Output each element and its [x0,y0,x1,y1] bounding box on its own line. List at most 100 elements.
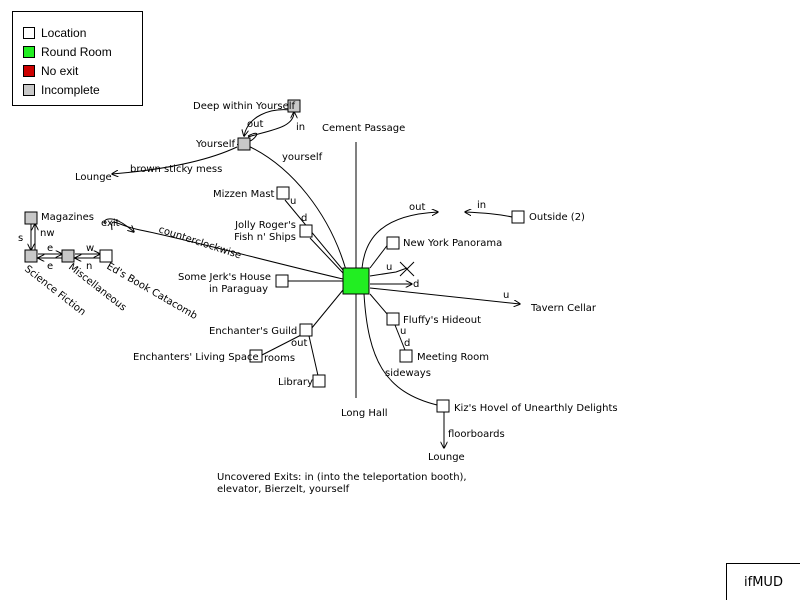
exit-label-u-x: u [386,262,392,273]
yourself-box[interactable] [237,137,251,151]
label-deep-within: Deep within Yourself [193,101,296,112]
label-new-york: New York Panorama [403,238,502,249]
label-lounge-top: Lounge [75,172,112,183]
legend-label: Location [41,26,87,40]
fluffys-box[interactable] [386,312,400,326]
jolly-rogers-box[interactable] [299,224,313,238]
line-deep-in [247,112,294,138]
exit-label-nw: nw [40,228,55,239]
exit-lines [31,109,520,448]
legend-swatch [23,27,35,39]
exit-label-floorboards: floorboards [448,429,505,440]
line-outside-out [361,212,438,269]
exit-label-e2: e [47,261,53,272]
line-guild [310,289,344,330]
label-meeting-room: Meeting Room [417,352,489,363]
label-magazines: Magazines [41,212,94,223]
loop-yourself [247,132,258,142]
x-mark-b [399,261,415,277]
line-lounge-top [112,146,238,174]
exit-label-u-fluffy: u [400,326,406,337]
exit-label-out-guild: out [291,338,307,349]
line-guild-library [308,335,320,381]
some-jerk-box[interactable] [275,274,289,288]
uncovered-exits-note: Uncovered Exits: in (into the teleportat… [217,472,467,495]
enchanters-living-box[interactable] [249,349,263,363]
label-some-jerk-2: in Paraguay [209,284,268,295]
label-kizs-hovel: Kiz's Hovel of Unearthly Delights [454,403,618,414]
legend-label: Incomplete [41,83,100,97]
room-boxes [24,99,525,413]
line-counterclockwise [111,221,344,280]
label-yourself: Yourself [195,139,235,150]
exit-label-w: w [86,243,94,254]
magazines-box[interactable] [24,211,38,225]
line-new-york [369,242,390,269]
legend-label: No exit [41,64,79,78]
outside-box[interactable] [511,210,525,224]
label-eds-book: Ed's Book Catacomb [105,261,199,322]
label-enchanters-living: Enchanters' Living Space [133,352,259,363]
round-room-box[interactable] [342,267,370,295]
legend-item-round-room: Round Room [23,44,112,60]
line-fluffy [369,293,389,316]
line-u-x [369,267,408,277]
enchanters-guild-box[interactable] [299,323,313,337]
label-mizzen-mast: Mizzen Mast [213,189,275,200]
exit-label-yourself: yourself [282,152,323,163]
kizs-hovel-box[interactable] [436,399,450,413]
label-jolly-rogers-1: Jolly Roger's [234,220,296,231]
label-some-jerk-1: Some Jerk's House [178,272,271,283]
exit-label-e1: e [47,243,53,254]
legend-swatch [23,84,35,96]
legend: Location Round Room No exit Incomplete [12,11,143,106]
miscellaneous-box[interactable] [61,249,75,263]
line-sideways [364,294,438,406]
eds-book-box[interactable] [99,249,113,263]
library-box[interactable] [312,374,326,388]
exit-label-in-deep: in [296,122,305,133]
science-fiction-box[interactable] [24,249,38,263]
exit-label-counterclockwise: counterclockwise [157,224,242,261]
exit-label-n: n [86,261,92,272]
label-cement-passage: Cement Passage [322,123,405,134]
exit-label-exit-ed: exit [101,218,120,229]
exit-label-s: s [18,233,23,244]
line-deep-out [244,109,291,136]
exit-label-d-jolly: d [301,213,307,224]
line-jolly [309,237,344,274]
meeting-room-box[interactable] [399,349,413,363]
mizzen-mast-box[interactable] [276,186,290,200]
exit-label-brown-sticky: brown sticky mess [130,164,222,175]
label-outside: Outside (2) [529,212,585,223]
exit-label-rooms: rooms [264,353,295,364]
legend-item-incomplete: Incomplete [23,82,100,98]
legend-swatch [23,65,35,77]
legend-swatch [23,46,35,58]
brand-label: ifMUD [744,574,783,590]
label-long-hall: Long Hall [341,408,388,419]
exit-label-d-x: d [413,279,419,290]
legend-item-location: Location [23,25,86,41]
legend-item-no-exit: No exit [23,63,78,79]
line-outside-in [465,212,513,218]
label-enchanters-guild: Enchanter's Guild [209,326,297,337]
exit-label-sideways: sideways [385,368,431,379]
new-york-box[interactable] [386,236,400,250]
line-guild-living [261,332,306,356]
exit-label-out-deep: out [247,119,263,130]
line-mizzen [284,199,344,271]
deep-within-box[interactable] [287,99,301,113]
line-fluffy-meeting [394,324,406,351]
label-library: Library [278,377,313,388]
label-lounge-bottom: Lounge [428,452,465,463]
line-yourself [244,144,347,271]
line-tavern [369,287,520,304]
brand-badge: ifMUD [726,563,800,600]
line-exit-ed [103,218,134,232]
label-fluffys: Fluffy's Hideout [403,315,481,326]
exit-label-u-mizzen: u [290,196,296,207]
label-jolly-rogers-2: Fish n' Ships [234,232,296,243]
